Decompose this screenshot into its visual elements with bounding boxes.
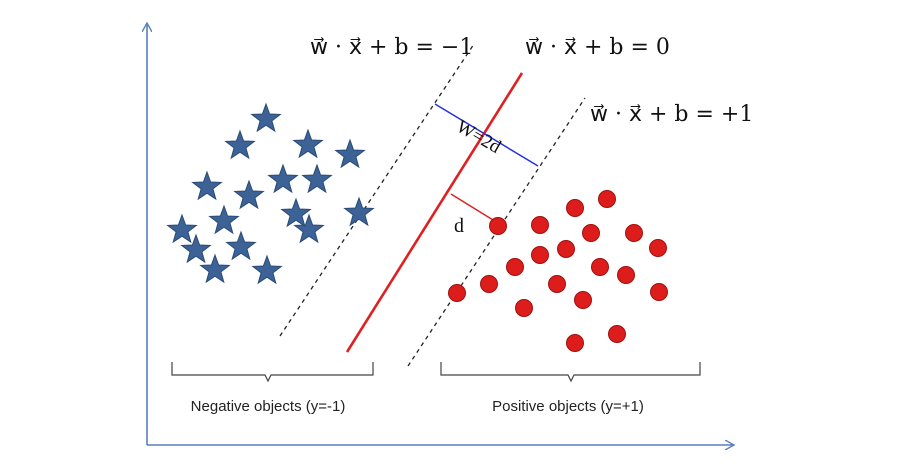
positive-object-circle [557,240,575,258]
decision-boundary-line [345,72,524,353]
positive-object-circle [548,275,566,293]
positive-object-circle [650,283,668,301]
negative-group-label: Negative objects (y=-1) [191,398,346,415]
negative-group-brace [171,362,374,383]
negative-object-star [191,170,223,201]
positive-object-circle [515,299,533,317]
positive-object-circle [531,246,549,264]
positive-object-circle [608,325,626,343]
negative-margin-line [279,43,475,337]
margin-width-marker [434,103,539,167]
negative-object-star [343,196,375,227]
positive-object-circle [489,217,507,235]
positive-object-circle [617,266,635,284]
negative-object-star [233,179,265,210]
margin-width-label: W=2d [453,116,505,158]
decision-boundary-equation: w⃗ · x⃗ + b = 0 [525,35,670,60]
negative-object-star [180,233,212,264]
positive-object-circle [506,258,524,276]
positive-margin-equation: w⃗ · x⃗ + b = +1 [590,102,753,127]
positive-object-circle [566,334,584,352]
negative-margin-equation: w⃗ · x⃗ + b = −1 [310,35,473,60]
positive-group-brace [440,362,701,383]
positive-object-circle [591,258,609,276]
half-margin-marker [450,193,494,221]
negative-objects [166,102,375,285]
half-margin-label: d [454,215,464,237]
negative-object-star [280,197,312,228]
negative-object-star [225,230,257,261]
positive-object-circle [531,216,549,234]
positive-object-circle [448,284,466,302]
negative-object-star [301,163,333,194]
negative-object-star [267,163,299,194]
positive-group-label: Positive objects (y=+1) [492,398,644,415]
negative-object-star [293,213,325,244]
positive-object-circle [625,224,643,242]
negative-object-star [334,138,366,169]
negative-object-star [166,213,198,244]
negative-object-star [199,253,231,284]
negative-object-star [208,204,240,235]
negative-object-star [251,254,283,285]
positive-object-circle [574,291,592,309]
positive-object-circle [566,199,584,217]
positive-object-circle [598,190,616,208]
positive-objects [448,190,668,352]
negative-object-star [292,128,324,159]
positive-object-circle [649,239,667,257]
positive-object-circle [582,224,600,242]
positive-object-circle [480,275,498,293]
negative-object-star [224,129,256,160]
negative-object-star [250,102,282,133]
